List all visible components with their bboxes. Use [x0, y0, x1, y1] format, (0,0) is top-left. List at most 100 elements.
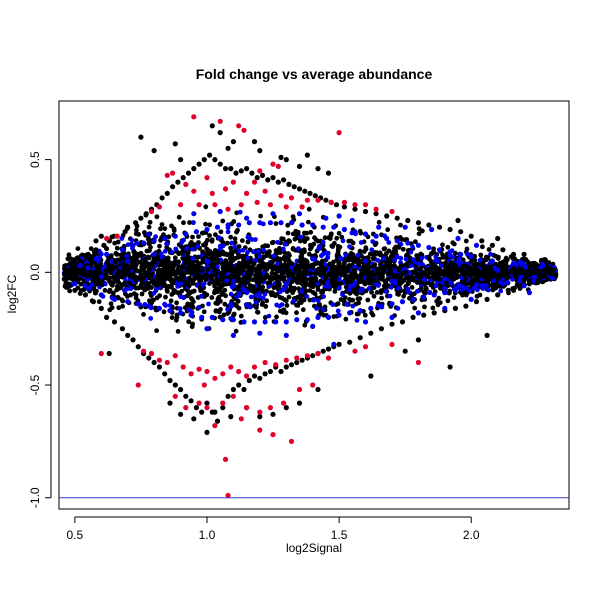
- scatter-point: [287, 260, 293, 266]
- scatter-point: [155, 269, 161, 275]
- scatter-point: [460, 292, 465, 298]
- scatter-point: [310, 323, 316, 329]
- scatter-point: [212, 157, 218, 163]
- scatter-point: [236, 244, 242, 249]
- scatter-point: [259, 172, 266, 178]
- scatter-point: [288, 438, 295, 444]
- scatter-point: [225, 393, 231, 399]
- scatter-point: [350, 240, 356, 246]
- scatter-point: [271, 253, 277, 259]
- scatter-point: [133, 231, 139, 237]
- scatter-point: [283, 281, 289, 287]
- scatter-point: [216, 235, 222, 241]
- scatter-point: [73, 268, 79, 273]
- scatter-point: [94, 288, 99, 294]
- scatter-point: [433, 258, 438, 264]
- scatter-point: [500, 281, 506, 287]
- scatter-point: [317, 302, 322, 307]
- scatter-point: [120, 303, 125, 309]
- scatter-point: [480, 274, 486, 279]
- scatter-point: [267, 264, 273, 269]
- scatter-point: [98, 292, 104, 298]
- scatter-point: [490, 286, 496, 292]
- scatter-point: [167, 400, 173, 406]
- scatter-point: [354, 311, 360, 317]
- scatter-point: [234, 303, 239, 309]
- scatter-point: [141, 348, 147, 354]
- scatter-point: [436, 295, 442, 301]
- scatter-point: [178, 310, 184, 316]
- scatter-point: [176, 270, 182, 276]
- scatter-point: [190, 278, 196, 284]
- scatter-point: [212, 409, 218, 415]
- scatter-point: [232, 236, 238, 242]
- scatter-point: [340, 292, 345, 298]
- scatter-point: [336, 341, 342, 347]
- scatter-point: [412, 270, 418, 276]
- scatter-point: [496, 254, 501, 260]
- scatter-point: [228, 249, 234, 255]
- scatter-point: [125, 299, 131, 305]
- scatter-point: [123, 287, 129, 292]
- scatter-point: [310, 222, 316, 228]
- scatter-point: [330, 279, 336, 285]
- scatter-point: [125, 224, 131, 230]
- scatter-point: [132, 266, 138, 271]
- scatter-point: [405, 217, 411, 224]
- scatter-point: [475, 287, 480, 293]
- scatter-point: [172, 255, 178, 261]
- scatter-point: [94, 281, 100, 287]
- scatter-point: [62, 283, 68, 289]
- scatter-point: [134, 240, 140, 246]
- scatter-point: [350, 273, 356, 279]
- scatter-point: [186, 319, 192, 325]
- scatter-point: [389, 253, 395, 258]
- scatter-point: [61, 276, 67, 282]
- scatter-point: [148, 290, 153, 296]
- scatter-point: [291, 298, 296, 304]
- scatter-point: [130, 337, 136, 343]
- scatter-point: [220, 243, 226, 249]
- scatter-point: [151, 290, 157, 296]
- scatter-point: [467, 288, 473, 294]
- scatter-point: [232, 240, 238, 246]
- scatter-point: [532, 260, 538, 266]
- scatter-point: [403, 270, 409, 275]
- scatter-point: [332, 240, 337, 246]
- scatter-point: [288, 362, 295, 368]
- scatter-point: [452, 287, 458, 293]
- scatter-point: [254, 274, 260, 280]
- scatter-point: [369, 289, 374, 295]
- scatter-point: [336, 213, 342, 219]
- scatter-point: [253, 300, 259, 306]
- scatter-point: [346, 263, 352, 268]
- scatter-point: [222, 456, 229, 462]
- scatter-point: [193, 229, 199, 235]
- scatter-point: [188, 302, 193, 307]
- scatter-point: [221, 312, 227, 318]
- scatter-point: [265, 177, 271, 183]
- scatter-point: [222, 301, 228, 307]
- scatter-point: [298, 300, 304, 305]
- scatter-point: [138, 134, 144, 140]
- scatter-point: [283, 267, 289, 273]
- scatter-point: [119, 326, 125, 332]
- scatter-point: [366, 286, 372, 291]
- scatter-point: [200, 303, 205, 309]
- x-tick-label: 1.5: [331, 528, 348, 542]
- scatter-point: [217, 161, 223, 167]
- scatter-point: [315, 386, 321, 393]
- scatter-point: [186, 307, 192, 313]
- scatter-point: [435, 302, 441, 308]
- scatter-point: [133, 220, 139, 226]
- scatter-point: [128, 264, 134, 270]
- scatter-point: [169, 284, 174, 290]
- scatter-point: [230, 283, 236, 289]
- scatter-point: [212, 423, 218, 429]
- scatter-point: [484, 332, 490, 338]
- scatter-point: [353, 280, 358, 285]
- scatter-point: [477, 257, 483, 263]
- scatter-point: [374, 290, 380, 295]
- scatter-point: [196, 161, 202, 167]
- scatter-point: [283, 357, 289, 363]
